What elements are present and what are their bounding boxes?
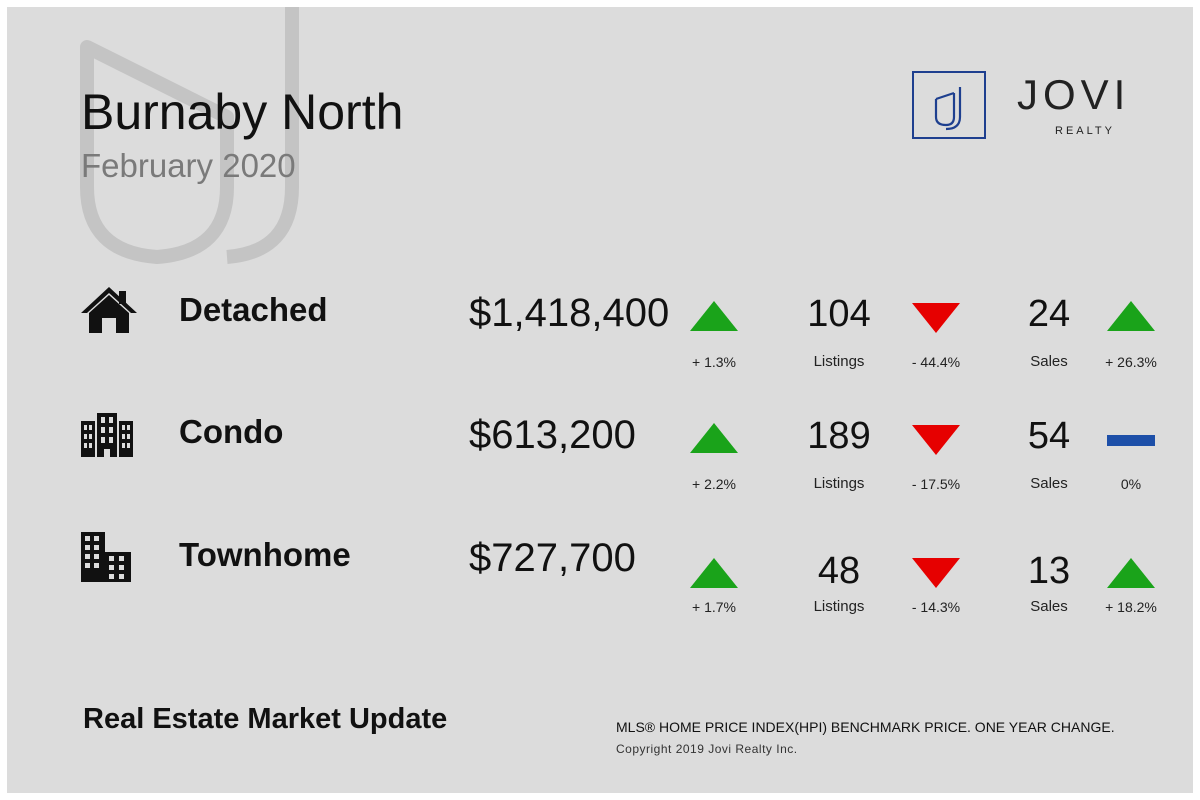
sales-label: Sales [1030,353,1068,370]
row-condo: Condo $613,200 + 2.2% 189 Listings - 17.… [7,407,1193,517]
row-type-label: Townhome [179,536,351,573]
house-icon [81,287,137,333]
logo-name: JOVI [1017,71,1131,118]
listings-trend-down-icon [912,558,960,588]
sales-change: + 26.3% [1105,354,1157,370]
row-detached: Detached $1,418,400 + 1.3% 104 Listings … [7,285,1193,395]
listings-trend-down-icon [912,303,960,333]
benchmark-price: $1,418,400 [469,291,670,335]
price-change: + 2.2% [692,476,736,492]
row-townhome: Townhome $727,700 + 1.7% 48 Listings - 1… [7,530,1193,640]
listings-label: Listings [813,598,865,615]
j-monogram-icon [934,87,962,131]
sales-label: Sales [1030,475,1068,492]
sales-change: + 18.2% [1105,599,1157,615]
benchmark-price: $613,200 [469,413,636,457]
price-change: + 1.3% [692,354,736,370]
townhome-building-icon [81,532,131,582]
sales-count: 54 [1027,415,1071,457]
sales-trend-flat-icon [1107,435,1155,446]
page-subtitle: February 2020 [81,147,296,184]
footer-note: MLS® HOME PRICE INDEX(HPI) BENCHMARK PRI… [616,719,1115,735]
price-trend-up-icon [690,301,738,331]
listings-change: - 14.3% [911,599,961,615]
listings-trend-down-icon [912,425,960,455]
sales-change: 0% [1120,476,1142,492]
listings-label: Listings [813,353,865,370]
row-type-label: Condo [179,413,284,450]
price-change: + 1.7% [692,599,736,615]
condo-building-icon [81,413,133,457]
footer-title: Real Estate Market Update [83,703,448,735]
sales-trend-up-icon [1107,558,1155,588]
sales-count: 13 [1027,550,1071,592]
price-trend-up-icon [690,558,738,588]
listings-count: 189 [807,415,871,457]
jovi-logo-mark [912,71,986,139]
jovi-watermark-icon [80,7,299,264]
listings-count: 104 [807,293,871,335]
sales-trend-up-icon [1107,301,1155,331]
price-trend-up-icon [690,423,738,453]
row-type-label: Detached [179,291,328,328]
sales-count: 24 [1027,293,1071,335]
listings-change: - 17.5% [911,476,961,492]
sales-label: Sales [1030,598,1068,615]
listings-count: 48 [817,550,861,592]
logo-subname: REALTY [1055,125,1115,137]
market-update-card: Burnaby North February 2020 JOVI REALTY … [7,7,1193,793]
listings-change: - 44.4% [911,354,961,370]
page-title: Burnaby North [81,84,404,140]
footer-copyright: Copyright 2019 Jovi Realty Inc. [616,742,798,756]
benchmark-price: $727,700 [469,536,636,580]
listings-label: Listings [813,475,865,492]
